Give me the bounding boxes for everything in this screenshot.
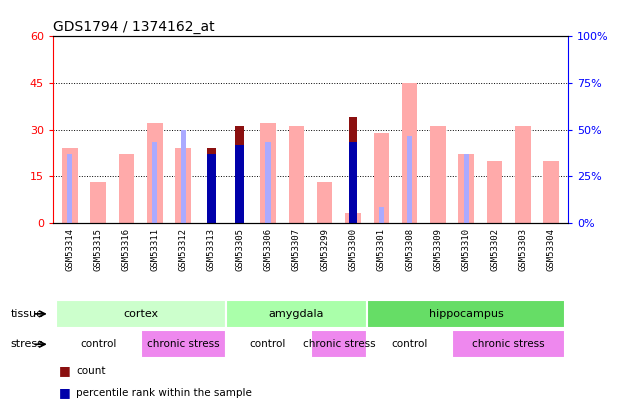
Bar: [62, 148, 78, 223]
Bar: [119, 154, 134, 223]
Bar: [56, 330, 140, 358]
Bar: [452, 330, 565, 358]
Text: count: count: [76, 366, 106, 375]
Bar: [207, 148, 215, 154]
Text: GSM53313: GSM53313: [207, 228, 216, 271]
Text: hippocampus: hippocampus: [429, 309, 504, 319]
Bar: [310, 330, 367, 358]
Text: control: control: [80, 339, 116, 349]
Text: chronic stress: chronic stress: [147, 339, 219, 349]
Text: GDS1794 / 1374162_at: GDS1794 / 1374162_at: [53, 20, 214, 34]
Text: chronic stress: chronic stress: [473, 339, 545, 349]
Bar: [181, 130, 186, 223]
Bar: [90, 182, 106, 223]
Bar: [367, 330, 452, 358]
Text: amygdala: amygdala: [269, 309, 324, 319]
Bar: [373, 133, 389, 223]
Text: GSM53306: GSM53306: [263, 228, 273, 271]
Bar: [147, 124, 163, 223]
Text: GSM53309: GSM53309: [433, 228, 442, 271]
Text: GSM53314: GSM53314: [65, 228, 75, 271]
Text: percentile rank within the sample: percentile rank within the sample: [76, 388, 252, 398]
Bar: [175, 148, 191, 223]
Bar: [458, 154, 474, 223]
Text: ■: ■: [59, 364, 71, 377]
Bar: [515, 126, 531, 223]
Text: GSM53302: GSM53302: [490, 228, 499, 271]
Bar: [207, 154, 215, 223]
Bar: [208, 148, 215, 223]
Bar: [152, 142, 157, 223]
Text: GSM53311: GSM53311: [150, 228, 159, 271]
Text: GSM53304: GSM53304: [546, 228, 556, 271]
Text: GSM53307: GSM53307: [292, 228, 301, 271]
Bar: [225, 300, 367, 328]
Bar: [350, 117, 356, 223]
Text: control: control: [250, 339, 286, 349]
Bar: [349, 142, 357, 223]
Text: tissue: tissue: [11, 309, 43, 319]
Text: GSM53310: GSM53310: [462, 228, 471, 271]
Bar: [56, 300, 225, 328]
Text: GSM53316: GSM53316: [122, 228, 131, 271]
Text: GSM53312: GSM53312: [179, 228, 188, 271]
Text: chronic stress: chronic stress: [302, 339, 375, 349]
Bar: [236, 126, 243, 223]
Bar: [349, 117, 357, 142]
Text: cortex: cortex: [123, 309, 158, 319]
Bar: [289, 126, 304, 223]
Bar: [260, 124, 276, 223]
Text: stress: stress: [11, 339, 43, 349]
Text: GSM53305: GSM53305: [235, 228, 244, 271]
Bar: [235, 126, 244, 145]
Bar: [543, 161, 559, 223]
Text: GSM53315: GSM53315: [94, 228, 102, 271]
Bar: [140, 330, 225, 358]
Bar: [225, 330, 310, 358]
Text: GSM53300: GSM53300: [348, 228, 358, 271]
Bar: [265, 142, 271, 223]
Text: control: control: [391, 339, 428, 349]
Text: GSM53299: GSM53299: [320, 228, 329, 271]
Bar: [379, 207, 384, 223]
Text: GSM53308: GSM53308: [405, 228, 414, 271]
Bar: [235, 145, 244, 223]
Bar: [487, 161, 502, 223]
Bar: [345, 213, 361, 223]
Text: GSM53301: GSM53301: [377, 228, 386, 271]
Bar: [407, 136, 412, 223]
Bar: [430, 126, 446, 223]
Bar: [464, 154, 469, 223]
Bar: [67, 154, 72, 223]
Bar: [317, 182, 332, 223]
Text: GSM53303: GSM53303: [519, 228, 527, 271]
Text: ■: ■: [59, 386, 71, 399]
Bar: [402, 83, 417, 223]
Bar: [367, 300, 565, 328]
